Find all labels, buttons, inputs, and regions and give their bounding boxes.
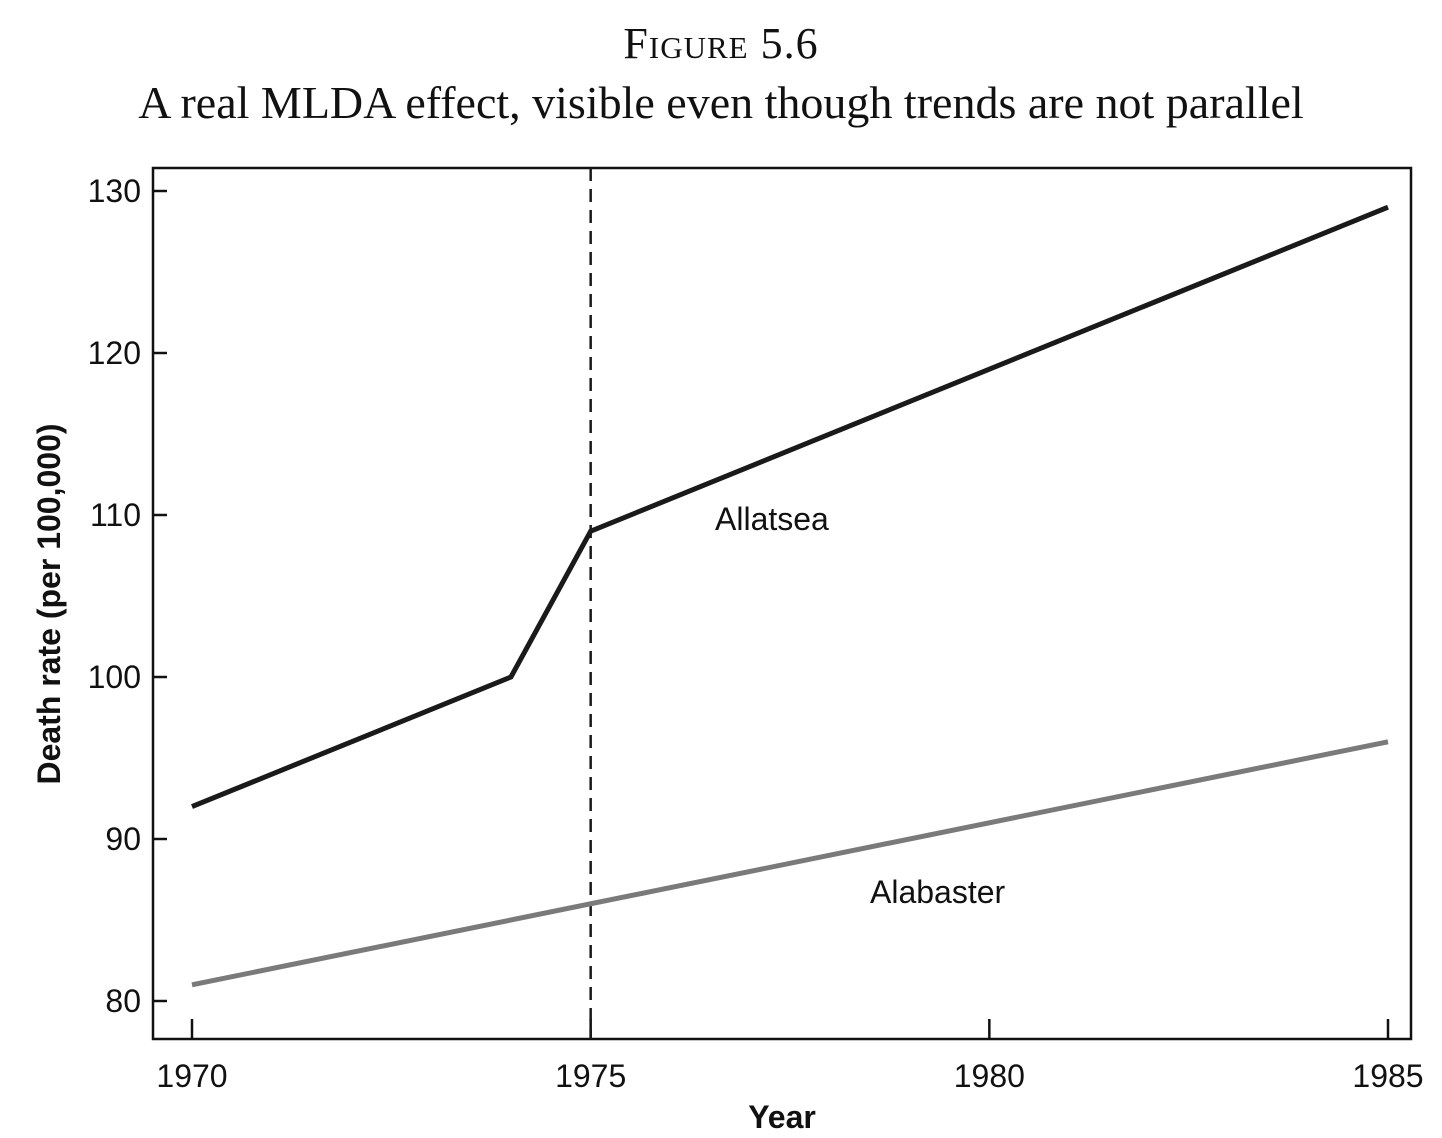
y-tick-label-130: 130	[88, 173, 141, 209]
y-tick-label-90: 90	[105, 821, 141, 857]
series-label-allatsea: Allatsea	[715, 501, 829, 537]
series-labels: Allatsea Alabaster	[715, 501, 1006, 910]
x-axis-title: Year	[748, 1099, 816, 1135]
series-label-alabaster: Alabaster	[870, 874, 1006, 910]
x-tick-label-1975: 1975	[555, 1058, 626, 1094]
x-tick-label-1980: 1980	[954, 1058, 1025, 1094]
y-axis: 80 90 100 110 120 130	[88, 173, 167, 1019]
plot-frame	[151, 166, 1413, 1041]
series-line-alabaster	[191, 739, 1389, 988]
figure-caption: A real MLDA effect, visible even though …	[138, 77, 1304, 128]
y-tick-label-80: 80	[105, 983, 141, 1019]
y-axis-title: Death rate (per 100,000)	[31, 423, 67, 784]
x-tick-label-1970: 1970	[156, 1058, 227, 1094]
series-layer	[191, 204, 1389, 988]
x-tick-label-1985: 1985	[1352, 1058, 1423, 1094]
y-tick-label-120: 120	[88, 335, 141, 371]
y-tick-label-110: 110	[90, 497, 141, 533]
series-line-allatsea	[191, 204, 1389, 809]
y-tick-label-100: 100	[88, 659, 141, 695]
figure-number: Figure 5.6	[623, 19, 819, 68]
x-axis: 1970 1975 1980 1985	[156, 1019, 1424, 1094]
